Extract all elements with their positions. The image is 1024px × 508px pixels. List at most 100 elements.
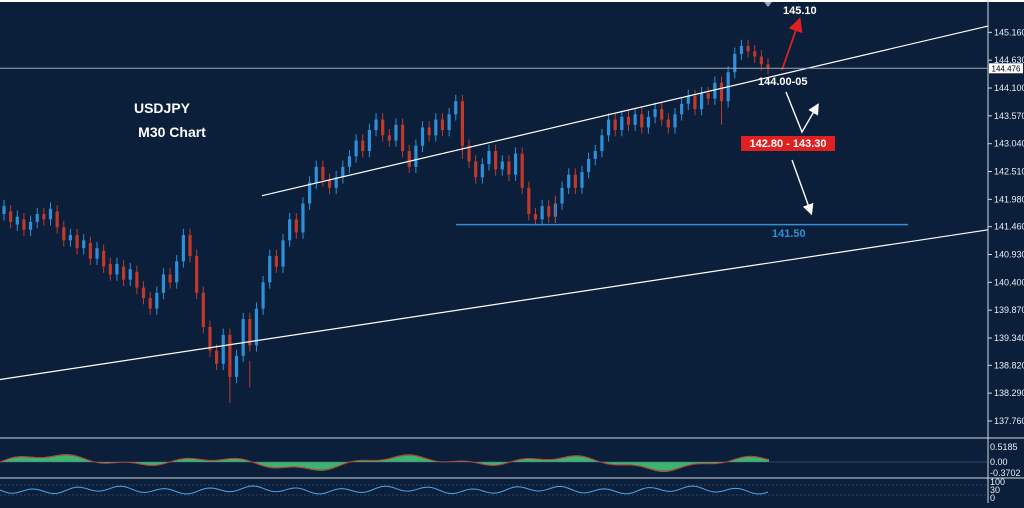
candle-body [713, 82, 717, 99]
candle-body [28, 221, 33, 230]
candle-body [633, 114, 637, 125]
candle-body [753, 51, 757, 57]
y-tick-label: 145.160 [994, 27, 1024, 37]
candle-body [62, 227, 66, 241]
candle-body [121, 266, 126, 280]
candle-body [500, 161, 504, 170]
candle-body [102, 250, 106, 267]
candle-body [248, 319, 252, 346]
candle-body [308, 182, 312, 204]
candle-body [75, 235, 79, 249]
upper-trendline [261, 25, 989, 197]
candle-body [48, 208, 53, 220]
y-tick-label: 141.460 [994, 222, 1024, 232]
candle-body [55, 211, 59, 228]
candle-body [141, 287, 146, 299]
candle-body [175, 261, 179, 283]
candle-body [314, 166, 318, 183]
candle-body [533, 214, 538, 220]
candle-body [9, 211, 13, 222]
candle-body [447, 114, 451, 131]
signal-line [0, 454, 769, 472]
candle-body [361, 140, 365, 152]
annotation-target-zone: 142.80 - 143.30 [749, 138, 826, 150]
candle-body [188, 235, 192, 257]
scroll-marker-icon [764, 2, 772, 7]
candle-body [294, 219, 298, 233]
candle-body [547, 206, 551, 217]
candle-body [699, 93, 704, 110]
candle-body [354, 140, 358, 157]
candle-body [268, 256, 272, 283]
candle-body [254, 308, 259, 346]
candle-body [733, 53, 737, 73]
candle-body [381, 119, 385, 136]
indicator-2-panel [0, 484, 988, 496]
candle-body [520, 153, 524, 188]
y-tick-label: 144.100 [994, 83, 1024, 93]
candle-body [719, 82, 724, 102]
candle-body [474, 161, 478, 178]
y-tick-label: 144.630 [994, 55, 1024, 65]
candle-body [567, 174, 571, 188]
indicator-1-tick-low: -0.3702 [990, 468, 1021, 478]
candle-body [507, 161, 511, 175]
candle-body [148, 298, 152, 309]
candle-body [374, 119, 378, 131]
arrow-retest [785, 91, 819, 134]
candle-body [42, 214, 46, 220]
candle-body [88, 242, 92, 259]
candle-body [181, 235, 185, 262]
candle-body [221, 334, 225, 364]
candle-body [626, 116, 631, 125]
y-tick-label: 143.040 [994, 139, 1024, 149]
y-tick-label: 141.980 [994, 194, 1024, 204]
y-tick-label: 142.510 [994, 167, 1024, 177]
candle-body [82, 240, 86, 249]
candle-body [580, 172, 584, 188]
candle-body [281, 240, 285, 267]
y-tick-label: 140.400 [994, 277, 1024, 287]
candle-body [35, 214, 39, 222]
candle-body [261, 282, 265, 309]
candle-body [653, 109, 657, 117]
candle-body [274, 256, 278, 267]
candle-body [161, 274, 166, 293]
candle-body [494, 151, 498, 170]
chart-top-border [0, 0, 1024, 2]
candle-body [414, 145, 418, 167]
candle-body [686, 95, 690, 104]
candle-body [15, 216, 19, 225]
y-axis: 145.160 144.630 144.100 143.570 143.040 142.5… [988, 27, 1024, 426]
y-tick-label: 140.930 [994, 249, 1024, 259]
candle-body [327, 179, 332, 188]
candle-body [673, 114, 677, 128]
candle-body [739, 46, 744, 54]
candle-body [108, 263, 112, 275]
candle-body [666, 119, 670, 128]
y-tick-label: 139.870 [994, 305, 1024, 315]
indicator-2-tick-mid: 30 [990, 485, 1000, 495]
candle-body [480, 164, 484, 178]
candle-body [2, 206, 6, 215]
candle-body [334, 177, 338, 188]
candle-body [195, 256, 199, 293]
candle-body [746, 46, 750, 52]
candle-body [420, 127, 425, 146]
candle-body [115, 263, 119, 275]
candle-body [301, 203, 305, 233]
candle-body [407, 151, 411, 167]
candle-body [401, 124, 405, 152]
candle-body [467, 145, 471, 162]
candle-body [487, 151, 491, 165]
candle-body [680, 103, 684, 115]
candle-body [394, 124, 398, 141]
annotation-target-up: 145.10 [783, 5, 817, 17]
candle-body [693, 95, 697, 110]
y-tick-label: 138.290 [994, 388, 1024, 398]
arrow-target-up [781, 17, 803, 71]
candle-body [228, 334, 232, 377]
candle-body [387, 135, 391, 141]
